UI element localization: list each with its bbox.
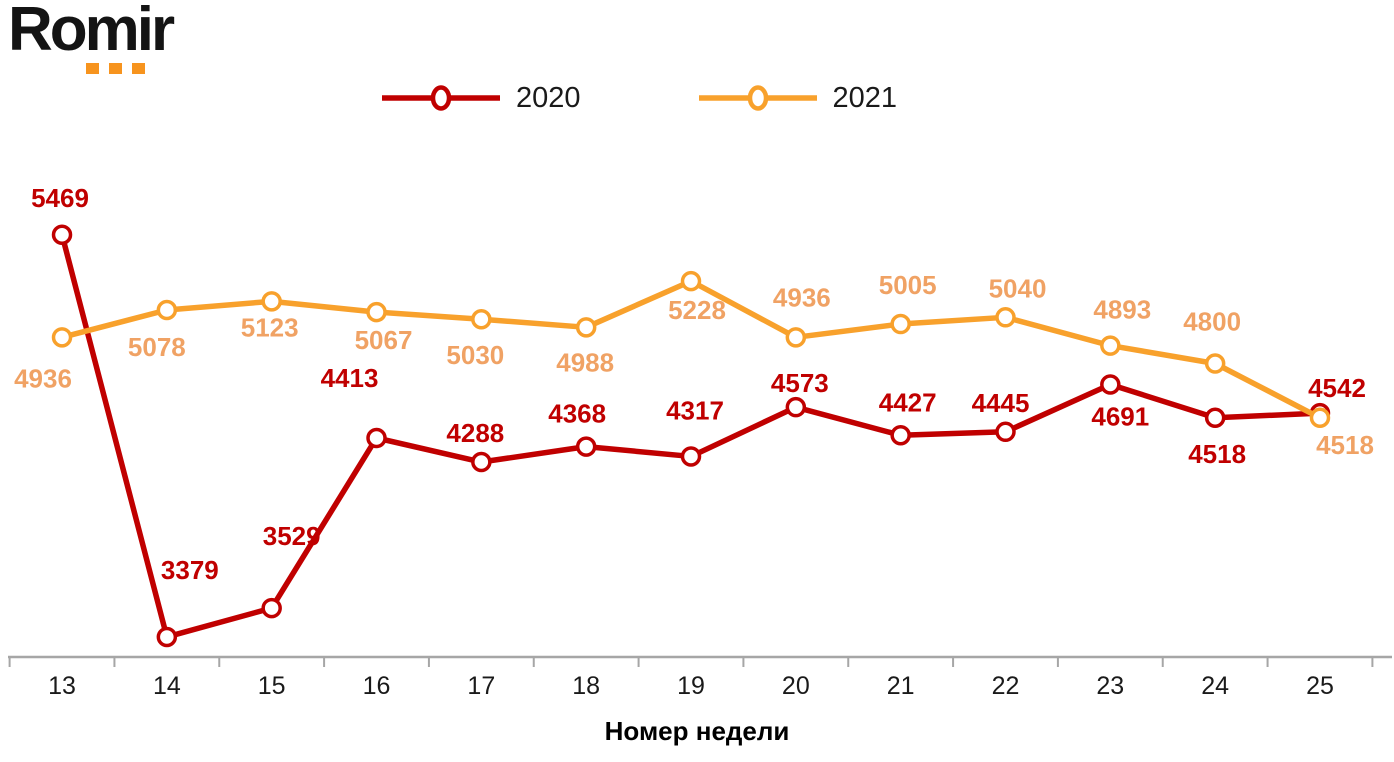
data-label-2020-week-19: 4317 xyxy=(666,395,724,425)
x-tick-label-23: 23 xyxy=(1096,672,1124,700)
legend-item-2021: 2021 xyxy=(697,82,898,114)
legend-marker-2021 xyxy=(747,85,768,111)
data-label-2020-week-23: 4691 xyxy=(1091,401,1149,431)
data-point-2021-week-19 xyxy=(680,270,702,292)
x-tick-label-15: 15 xyxy=(258,672,286,700)
logo-dot xyxy=(86,63,99,74)
data-point-2021-week-17 xyxy=(471,308,492,330)
data-point-2021-week-21 xyxy=(890,313,911,335)
data-label-2021-week-25: 4518 xyxy=(1316,430,1374,460)
legend-label-2021: 2021 xyxy=(832,82,898,114)
legend-label-2020: 2020 xyxy=(516,82,581,114)
data-label-2021-week-14: 5078 xyxy=(128,332,186,362)
data-label-2021-week-13: 4936 xyxy=(14,363,72,393)
data-point-2020-week-23 xyxy=(1100,374,1121,395)
x-tick-label-25: 25 xyxy=(1306,672,1334,700)
data-point-2021-week-16 xyxy=(366,301,387,323)
data-point-2021-week-20 xyxy=(785,327,807,348)
data-label-2021-week-16: 5067 xyxy=(355,325,413,355)
data-point-2021-week-24 xyxy=(1204,353,1226,374)
data-point-2021-week-15 xyxy=(261,291,282,312)
x-tick-label-24: 24 xyxy=(1201,672,1229,700)
data-label-2021-week-21: 5005 xyxy=(879,270,937,300)
romir-logo-text: Romir xyxy=(8,0,175,64)
data-point-2021-week-18 xyxy=(575,317,597,338)
data-label-2020-week-24: 4518 xyxy=(1188,439,1246,469)
data-label-2021-week-19: 5228 xyxy=(668,295,726,325)
data-point-2020-week-21 xyxy=(890,425,911,446)
x-tick-label-22: 22 xyxy=(992,672,1020,700)
chart-legend: 2020 2021 xyxy=(380,82,898,114)
data-point-2020-week-18 xyxy=(575,436,597,457)
data-label-2021-week-18: 4988 xyxy=(556,347,614,377)
data-label-2021-week-24: 4800 xyxy=(1183,306,1241,336)
legend-swatch-2021 xyxy=(698,85,817,111)
data-label-2020-week-21: 4427 xyxy=(879,387,937,417)
data-point-2021-week-22 xyxy=(995,307,1016,328)
data-point-2020-week-13 xyxy=(51,224,73,246)
x-tick-label-19: 19 xyxy=(677,672,705,700)
legend-item-2020: 2020 xyxy=(380,82,581,114)
data-label-2021-week-20: 4936 xyxy=(773,282,831,312)
data-label-2021-week-17: 5030 xyxy=(446,340,504,370)
x-tick-label-20: 20 xyxy=(782,672,810,700)
data-label-2020-week-14: 3379 xyxy=(161,555,219,585)
data-label-2020-week-20: 4573 xyxy=(771,368,829,398)
x-tick-label-21: 21 xyxy=(887,672,915,700)
data-label-2021-week-15: 5123 xyxy=(241,312,299,342)
x-tick-label-17: 17 xyxy=(467,672,495,700)
legend-marker-2020 xyxy=(430,85,452,111)
romir-logo-dots xyxy=(86,63,172,74)
x-tick-label-16: 16 xyxy=(363,672,391,700)
data-label-2020-week-22: 4445 xyxy=(972,388,1030,418)
x-axis-title: Номер недели xyxy=(604,716,790,746)
romir-logo: Romir xyxy=(8,0,175,74)
x-tick-label-14: 14 xyxy=(153,672,181,700)
data-point-2020-week-22 xyxy=(995,421,1016,443)
data-label-2020-week-18: 4368 xyxy=(548,399,606,429)
data-point-2020-week-14 xyxy=(156,626,178,648)
data-point-2021-week-25 xyxy=(1309,407,1331,429)
data-point-2020-week-20 xyxy=(785,396,807,418)
logo-dot xyxy=(132,63,145,74)
data-point-2020-week-16 xyxy=(366,427,387,449)
legend-swatch-2020 xyxy=(382,85,500,111)
data-point-2020-week-15 xyxy=(261,597,282,619)
data-label-2021-week-23: 4893 xyxy=(1093,295,1151,325)
data-point-2020-week-17 xyxy=(471,451,492,473)
data-label-2020-week-13: 5469 xyxy=(31,183,89,213)
x-tick-label-13: 13 xyxy=(48,672,76,700)
data-point-2020-week-24 xyxy=(1204,407,1226,429)
logo-dot xyxy=(109,63,122,74)
data-label-2021-week-22: 5040 xyxy=(989,273,1047,303)
data-label-2020-week-25: 4542 xyxy=(1308,373,1366,403)
x-tick-label-18: 18 xyxy=(572,672,600,700)
data-label-2020-week-16: 4413 xyxy=(321,363,379,393)
data-point-2021-week-14 xyxy=(156,299,178,321)
data-point-2020-week-19 xyxy=(680,446,702,467)
data-label-2020-week-15: 3529 xyxy=(263,521,321,551)
data-label-2020-week-17: 4288 xyxy=(446,418,504,448)
data-point-2021-week-23 xyxy=(1100,335,1121,356)
data-point-2021-week-13 xyxy=(51,327,73,348)
